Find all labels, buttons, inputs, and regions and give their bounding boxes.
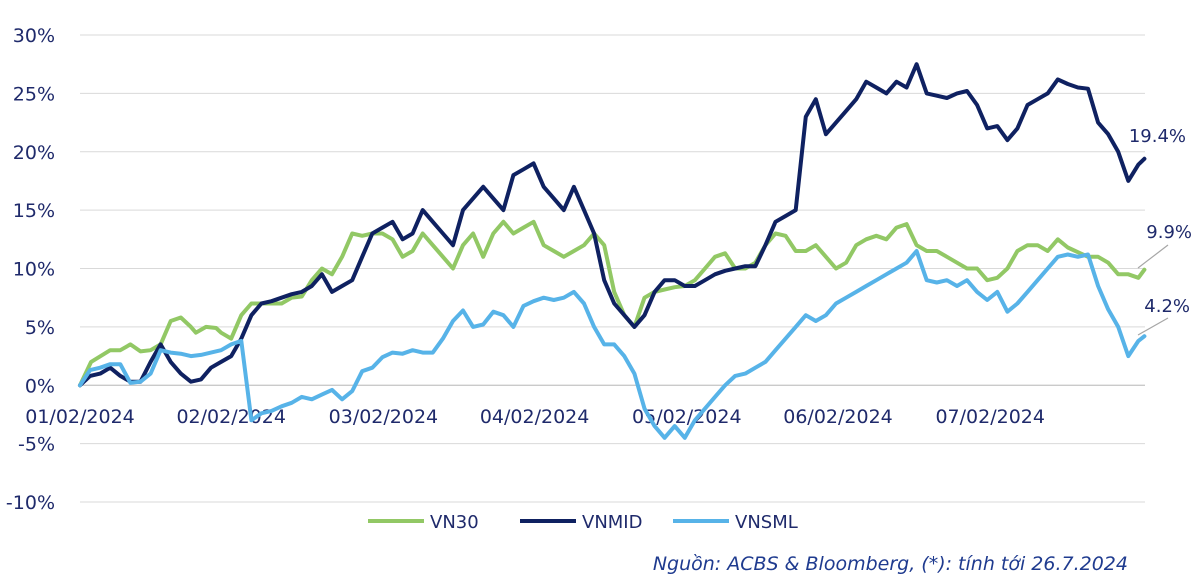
end-label-vnmid: 19.4% [1129, 126, 1186, 147]
end-label-vnsml: 4.2% [1144, 296, 1190, 317]
x-tick-label: 01/02/2024 [25, 406, 135, 428]
y-tick-label: -5% [18, 434, 55, 456]
end-value-labels: 9.9% 19.4% 4.2% [1129, 126, 1192, 336]
gridlines [80, 34, 1145, 503]
legend-label-vnsml: VNSML [735, 512, 798, 533]
x-tick-label: 02/02/2024 [176, 406, 286, 428]
x-tick-label: 04/02/2024 [480, 406, 590, 428]
series-line-vnmid [78, 62, 1147, 388]
y-tick-label: 15% [13, 200, 55, 222]
y-tick-label: 30% [13, 25, 55, 47]
legend: VN30 VNMID VNSML [368, 512, 798, 533]
source-note: Nguồn: ACBS & Bloomberg, (*): tính tới 2… [653, 553, 1128, 575]
y-tick-label: 25% [13, 83, 55, 105]
y-axis-ticks: 30% 25% 20% 15% 10% 5% 0% -5% -10% [6, 25, 55, 514]
end-label-leader [1137, 317, 1169, 336]
x-tick-label: 05/02/2024 [632, 406, 742, 428]
y-tick-label: 0% [25, 375, 55, 397]
y-tick-label: 5% [25, 317, 55, 339]
y-tick-label: 10% [13, 259, 55, 281]
x-axis-ticks: 01/02/2024 02/02/2024 03/02/2024 04/02/2024… [25, 406, 1045, 428]
legend-label-vn30: VN30 [430, 512, 479, 533]
series-line-vn30 [78, 219, 1147, 388]
y-tick-label: 20% [13, 142, 55, 164]
x-tick-label: 07/02/2024 [935, 406, 1045, 428]
end-label-leader [1137, 244, 1169, 269]
series-lines [78, 62, 1147, 440]
x-tick-label: 06/02/2024 [783, 406, 893, 428]
end-label-vn30: 9.9% [1146, 222, 1192, 243]
x-tick-label: 03/02/2024 [329, 406, 439, 428]
series-line-vnsml [78, 249, 1147, 440]
legend-label-vnmid: VNMID [582, 512, 642, 533]
y-tick-label: -10% [6, 492, 55, 514]
